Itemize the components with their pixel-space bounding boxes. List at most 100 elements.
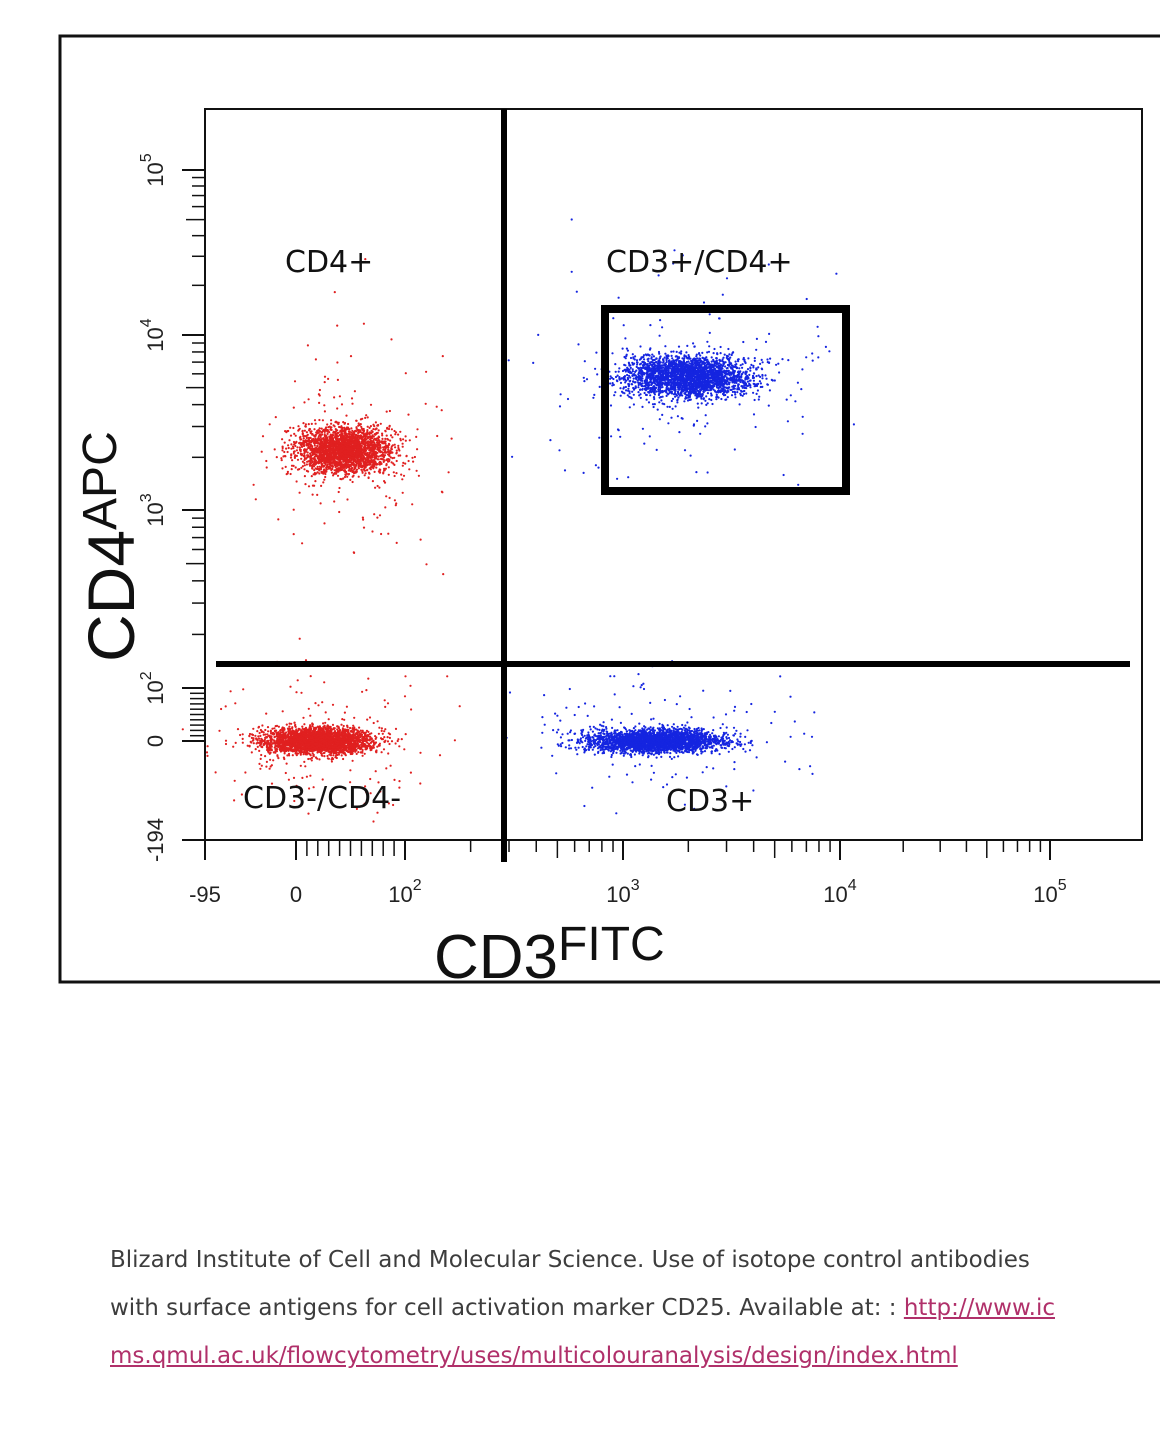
cell-event	[297, 429, 300, 432]
cell-event	[331, 467, 334, 471]
cell-event	[273, 751, 276, 754]
cell-event	[382, 456, 385, 459]
cell-event	[373, 447, 376, 450]
cell-event	[389, 456, 392, 459]
cell-event	[351, 429, 354, 432]
cell-event	[380, 454, 383, 457]
cell-event	[374, 421, 377, 424]
cell-event	[381, 437, 384, 440]
cell-event	[318, 427, 321, 430]
cell-event	[366, 440, 369, 443]
cell-event	[284, 465, 287, 468]
cell-event	[395, 472, 398, 475]
cell-event	[295, 728, 298, 731]
cell-event	[344, 470, 347, 474]
cell-event	[388, 496, 391, 499]
cell-event	[332, 441, 335, 444]
cell-event	[364, 472, 367, 475]
cell-event	[349, 461, 352, 464]
cell-event	[236, 728, 240, 731]
cell-event	[365, 469, 369, 472]
cell-event	[327, 377, 330, 380]
cell-event	[363, 446, 366, 449]
cell-event	[345, 472, 348, 475]
cell-event	[415, 469, 418, 472]
cell-event	[306, 451, 309, 454]
cell-event	[332, 474, 335, 477]
cell-event	[348, 456, 351, 459]
cell-event	[256, 745, 259, 749]
cell-events	[181, 218, 856, 823]
cell-event	[281, 467, 284, 470]
cell-event	[292, 450, 296, 453]
cell-event	[377, 429, 380, 432]
cell-event	[315, 454, 318, 457]
cell-event	[367, 476, 370, 480]
cell-event	[354, 458, 357, 461]
cell-event	[383, 736, 386, 739]
cell-event	[326, 423, 329, 426]
cell-event	[349, 465, 352, 468]
cell-event	[389, 449, 392, 452]
cell-event	[386, 437, 389, 441]
cell-event	[400, 473, 403, 476]
cell-event	[345, 466, 348, 470]
cell-event	[337, 454, 340, 457]
cell-event	[354, 471, 357, 474]
cell-event	[250, 751, 253, 754]
cell-event	[360, 427, 363, 430]
cell-event	[362, 322, 365, 325]
cell-event	[391, 457, 394, 460]
cell-event	[326, 440, 329, 443]
cell-event	[260, 730, 263, 734]
cell-event	[385, 446, 388, 449]
cell-event	[408, 439, 411, 442]
cell-event	[355, 426, 358, 429]
cell-event	[368, 449, 371, 452]
cell-event	[277, 518, 280, 521]
cell-event	[331, 448, 334, 451]
cell-event	[372, 428, 375, 431]
cell-event	[416, 448, 419, 451]
cell-event	[312, 441, 316, 444]
cell-event	[380, 532, 383, 536]
cell-event	[281, 445, 284, 448]
cell-event	[403, 748, 406, 751]
cell-event	[342, 448, 345, 451]
cell-event	[332, 754, 335, 757]
cell-event	[347, 469, 350, 472]
cell-event	[293, 432, 296, 435]
cell-event	[286, 430, 289, 433]
cell-event	[281, 449, 284, 452]
cell-event	[350, 459, 353, 462]
cell-event	[285, 447, 288, 450]
cell-event	[330, 422, 333, 425]
cell-event	[318, 430, 322, 433]
cell-event	[310, 457, 313, 460]
cell-event	[303, 448, 306, 451]
cell-event	[355, 468, 359, 471]
cell-event	[329, 451, 332, 454]
cell-event	[298, 442, 301, 445]
cell-event	[294, 444, 297, 448]
cell-event	[366, 454, 369, 457]
cell-event	[316, 493, 319, 496]
cell-event	[340, 478, 343, 481]
cell-event	[262, 731, 265, 734]
cell-event	[340, 446, 343, 449]
cell-event	[388, 424, 391, 427]
cell-event	[252, 727, 255, 730]
cell-event	[273, 727, 276, 730]
cell-event	[386, 736, 389, 739]
cell-event	[339, 459, 342, 462]
cell-event	[264, 733, 267, 736]
cell-event	[311, 493, 314, 496]
cell-event	[378, 514, 382, 517]
cell-event	[310, 444, 313, 447]
cell-event	[369, 456, 372, 459]
cell-event	[329, 464, 332, 467]
cell-event	[365, 414, 368, 417]
cell-event	[351, 480, 354, 484]
cell-event	[286, 472, 289, 475]
